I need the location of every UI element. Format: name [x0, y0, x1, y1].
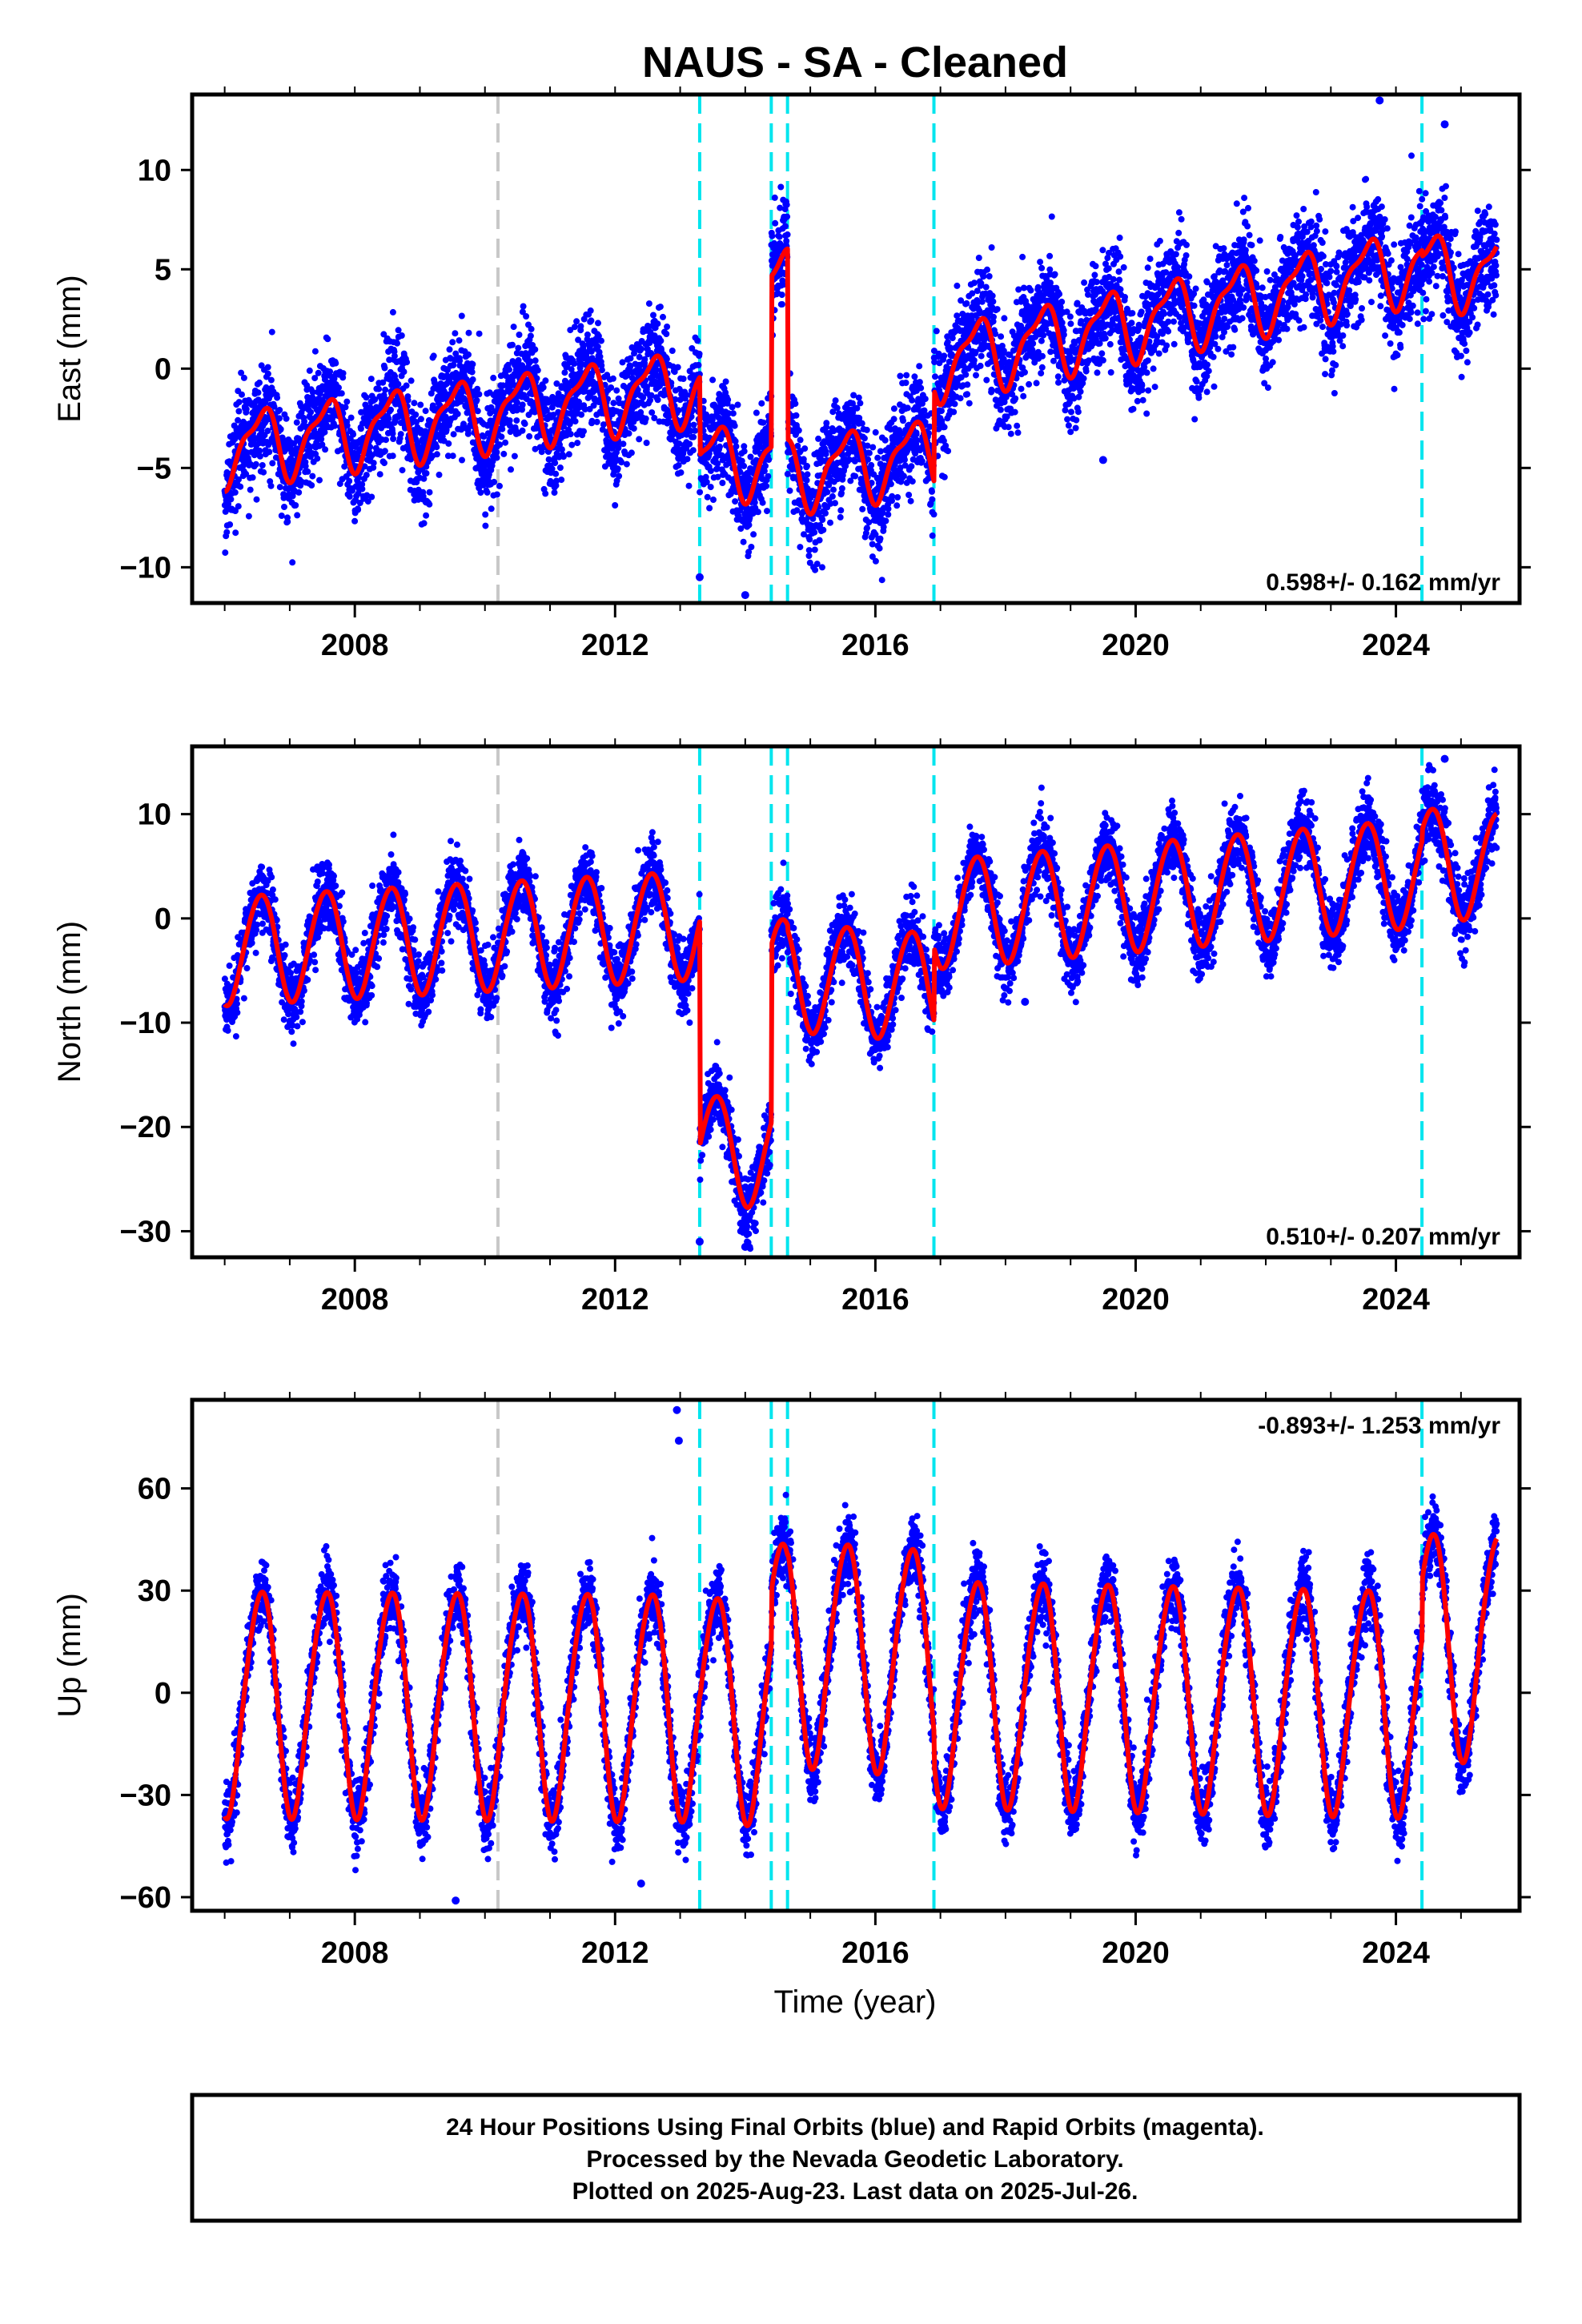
- east-ytick-label-2: 0: [155, 352, 171, 386]
- up-y-axis-label: Up (mm): [52, 1593, 87, 1718]
- up-data-points: [221, 1405, 1500, 1905]
- up-ytick-label-0: −60: [120, 1881, 171, 1915]
- north-xtick-label-1: 2012: [581, 1283, 649, 1317]
- north-outlier-point-3: [1021, 998, 1030, 1006]
- east-ytick-label-4: 10: [138, 154, 171, 187]
- footer-line-3: Plotted on 2025-Aug-23. Last data on 202…: [572, 2178, 1138, 2205]
- north-ytick-label-0: −30: [120, 1215, 171, 1248]
- footer-box: [190, 2093, 1522, 2223]
- north-outlier-point-0: [695, 1237, 704, 1246]
- up-velocity-label: -0.893+/- 1.253 mm/yr: [1258, 1413, 1500, 1439]
- east-ytick-label-0: −10: [120, 551, 171, 585]
- north-xtick-label-4: 2024: [1362, 1283, 1430, 1317]
- east-outlier-point-1: [1440, 120, 1449, 129]
- up-ytick-label-2: 0: [155, 1677, 171, 1711]
- east-xtick-label-2: 2016: [841, 629, 909, 662]
- north-plot-frame: [190, 744, 1522, 1260]
- north-daily-positions: [221, 762, 1500, 1252]
- up-plot-frame: [190, 1397, 1522, 1913]
- east-outlier-point-3: [695, 573, 704, 581]
- east-data-points: [221, 96, 1500, 600]
- up-outlier-point-1: [674, 1437, 683, 1445]
- footer-line-1: 24 Hour Positions Using Final Orbits (bl…: [446, 2114, 1264, 2141]
- north-ytick-label-4: 10: [138, 798, 171, 832]
- north-outlier-point-1: [741, 1242, 749, 1251]
- north-xtick-label-2: 2016: [841, 1283, 909, 1317]
- east-plot-frame: [190, 92, 1522, 605]
- up-outlier-point-0: [673, 1405, 681, 1414]
- north-panel: −30 −20 −10 0 10 2008 2012 2016 2020 2024 North (m…: [52, 738, 1531, 1317]
- east-y-axis-label: East (mm): [52, 275, 87, 422]
- x-axis-label: Time (year): [774, 1984, 937, 2020]
- east-outlier-point-0: [1375, 96, 1384, 105]
- north-xtick-label-3: 2020: [1102, 1283, 1170, 1317]
- up-xtick-label-3: 2020: [1102, 1936, 1170, 1970]
- east-ytick-label-1: −5: [137, 452, 171, 485]
- north-data-points: [221, 754, 1500, 1252]
- east-xtick-label-3: 2020: [1102, 629, 1170, 662]
- east-outlier-point-5: [1098, 456, 1107, 464]
- east-xtick-label-4: 2024: [1362, 629, 1430, 662]
- panels: −10 −5 0 5 10 2008 2012 2016 2020 2024 East (mm) 0.…: [52, 86, 1531, 1970]
- up-ytick-label-3: 30: [138, 1574, 171, 1608]
- east-daily-positions: [221, 152, 1500, 584]
- figure-title: NAUS - SA - Cleaned: [642, 38, 1068, 86]
- east-outlier-point-2: [741, 591, 749, 600]
- up-outlier-point-2: [452, 1896, 460, 1905]
- north-ytick-label-2: −10: [120, 1007, 171, 1040]
- up-ytick-label-4: 60: [138, 1473, 171, 1506]
- east-ytick-label-3: 5: [155, 253, 171, 287]
- up-ytick-label-1: −30: [120, 1779, 171, 1812]
- east-xtick-label-1: 2012: [581, 629, 649, 662]
- east-outlier-point-4: [422, 497, 431, 506]
- north-ytick-label-3: 0: [155, 903, 171, 936]
- up-panel: −60 −30 0 30 60 2008 2012 2016 2020 2024 Up (mm) -0…: [52, 1392, 1531, 1970]
- east-panel: −10 −5 0 5 10 2008 2012 2016 2020 2024 East (mm) 0.…: [52, 86, 1531, 662]
- up-xtick-label-0: 2008: [321, 1936, 389, 1970]
- footer-line-2: Processed by the Nevada Geodetic Laborat…: [586, 2146, 1123, 2173]
- up-outlier-point-3: [636, 1879, 645, 1888]
- north-velocity-label: 0.510+/- 0.207 mm/yr: [1266, 1224, 1500, 1250]
- up-daily-positions: [221, 1491, 1500, 1874]
- north-xtick-label-0: 2008: [321, 1283, 389, 1317]
- up-model-fit: [222, 1532, 1500, 1828]
- north-outlier-point-2: [1440, 754, 1449, 763]
- north-model-fit: [223, 806, 1499, 1210]
- east-velocity-label: 0.598+/- 0.162 mm/yr: [1266, 569, 1500, 596]
- east-model-fit: [223, 233, 1500, 517]
- north-ytick-label-1: −20: [120, 1111, 171, 1144]
- north-y-axis-label: North (mm): [52, 921, 87, 1083]
- up-xtick-label-4: 2024: [1362, 1936, 1430, 1970]
- up-xtick-label-2: 2016: [841, 1936, 909, 1970]
- east-xtick-label-0: 2008: [321, 629, 389, 662]
- up-xtick-label-1: 2012: [581, 1936, 649, 1970]
